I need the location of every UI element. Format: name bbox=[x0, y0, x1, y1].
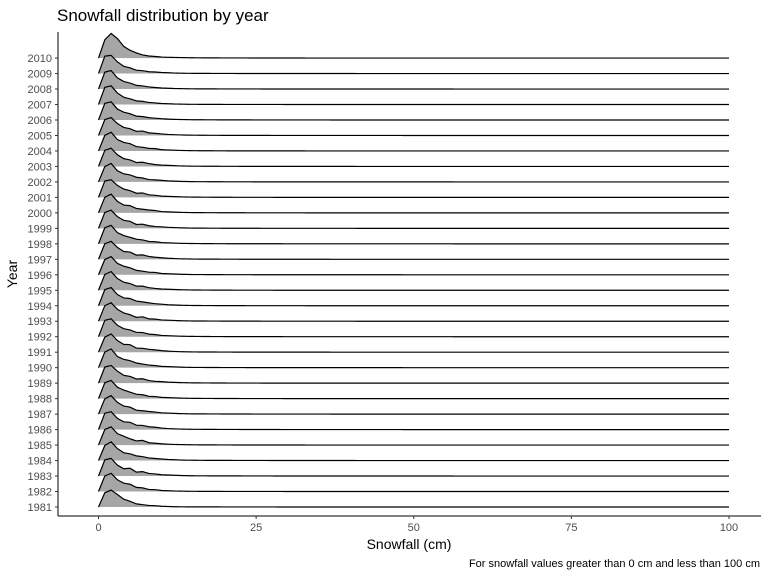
ridge-fill-1981 bbox=[98, 490, 729, 507]
y-tick-label-1993: 1993 bbox=[28, 316, 52, 328]
y-tick-label-2009: 2009 bbox=[28, 69, 52, 81]
y-tick-label-2003: 2003 bbox=[28, 161, 52, 173]
ridge-line-2006 bbox=[97, 101, 729, 121]
y-tick-label-2001: 2001 bbox=[28, 192, 52, 204]
ridge-line-1992 bbox=[97, 318, 729, 338]
ridge-fill-2010 bbox=[98, 33, 729, 59]
ridge-line-2004 bbox=[97, 131, 729, 152]
ridge-line-1985 bbox=[97, 426, 729, 446]
ridge-line-1984 bbox=[97, 441, 729, 462]
ridge-line-1997 bbox=[97, 240, 729, 260]
ridge-line-1982 bbox=[97, 472, 729, 493]
ridge-line-2009 bbox=[97, 54, 729, 75]
ridges-group bbox=[97, 32, 729, 508]
y-tick-label-1990: 1990 bbox=[28, 363, 52, 375]
y-tick-label-2008: 2008 bbox=[28, 84, 52, 96]
ridge-line-2005 bbox=[97, 116, 729, 137]
ridge-line-2007 bbox=[97, 85, 729, 106]
ridge-line-1981 bbox=[97, 489, 729, 508]
y-tick-label-1992: 1992 bbox=[28, 332, 52, 344]
ridge-line-1990 bbox=[97, 348, 729, 369]
y-tick-label-2006: 2006 bbox=[28, 115, 52, 127]
y-tick-label-2002: 2002 bbox=[28, 177, 52, 189]
x-tick-label-25: 25 bbox=[250, 522, 262, 534]
y-tick-label-1995: 1995 bbox=[28, 285, 52, 297]
ridge-line-2008 bbox=[97, 69, 729, 90]
y-tick-label-1985: 1985 bbox=[28, 440, 52, 452]
y-tick-label-2000: 2000 bbox=[28, 208, 52, 220]
y-tick-label-1988: 1988 bbox=[28, 394, 52, 406]
ridge-line-1988 bbox=[97, 379, 729, 400]
y-tick-label-2004: 2004 bbox=[28, 146, 52, 158]
ridge-line-1995 bbox=[97, 270, 729, 291]
ridge-line-1983 bbox=[97, 457, 729, 477]
y-tick-label-2007: 2007 bbox=[28, 100, 52, 112]
x-tick-label-75: 75 bbox=[565, 522, 577, 534]
y-tick-label-1999: 1999 bbox=[28, 223, 52, 235]
x-tick-label-100: 100 bbox=[720, 522, 738, 534]
ridge-line-1991 bbox=[97, 333, 729, 353]
ridge-line-1993 bbox=[97, 302, 729, 322]
y-tick-label-1982: 1982 bbox=[28, 487, 52, 499]
ridge-line-2000 bbox=[97, 193, 729, 214]
y-tick-label-1987: 1987 bbox=[28, 409, 52, 421]
ridge-line-1998 bbox=[97, 224, 729, 245]
ridge-line-2002 bbox=[97, 162, 729, 183]
y-axis-title: Year bbox=[4, 260, 20, 289]
y-tick-label-1994: 1994 bbox=[28, 301, 52, 313]
ridge-line-1986 bbox=[97, 410, 729, 431]
x-axis-title: Snowfall (cm) bbox=[367, 536, 452, 552]
ridge-line-1989 bbox=[97, 364, 729, 384]
ridge-line-2003 bbox=[97, 147, 729, 168]
ridge-line-1996 bbox=[97, 255, 729, 276]
y-tick-label-1991: 1991 bbox=[28, 347, 52, 359]
x-tick-label-50: 50 bbox=[408, 522, 420, 534]
y-tick-label-1986: 1986 bbox=[28, 425, 52, 437]
y-tick-label-1989: 1989 bbox=[28, 378, 52, 390]
ridge-line-1999 bbox=[97, 209, 729, 229]
chart-title: Snowfall distribution by year bbox=[57, 6, 269, 25]
chart-caption: For snowfall values greater than 0 cm an… bbox=[469, 558, 760, 570]
x-ticks-group: 0 25 50 75 100 bbox=[95, 516, 738, 534]
y-tick-label-2010: 2010 bbox=[28, 53, 52, 65]
y-tick-label-1996: 1996 bbox=[28, 270, 52, 282]
ridge-line-2001 bbox=[97, 179, 729, 198]
y-tick-label-1997: 1997 bbox=[28, 254, 52, 266]
ridge-line-2010 bbox=[97, 32, 729, 59]
y-tick-label-1984: 1984 bbox=[28, 456, 52, 468]
ridge-line-1994 bbox=[97, 286, 729, 307]
y-tick-label-1981: 1981 bbox=[28, 502, 52, 514]
x-tick-label-0: 0 bbox=[95, 522, 101, 534]
y-tick-label-1998: 1998 bbox=[28, 239, 52, 251]
y-tick-label-2005: 2005 bbox=[28, 130, 52, 142]
y-tick-label-1983: 1983 bbox=[28, 471, 52, 483]
y-ticks-group: 2010 2009 2008 2007 2006 2005 2004 2003 2002 2001… bbox=[28, 53, 58, 514]
ridge-line-1987 bbox=[97, 394, 729, 415]
